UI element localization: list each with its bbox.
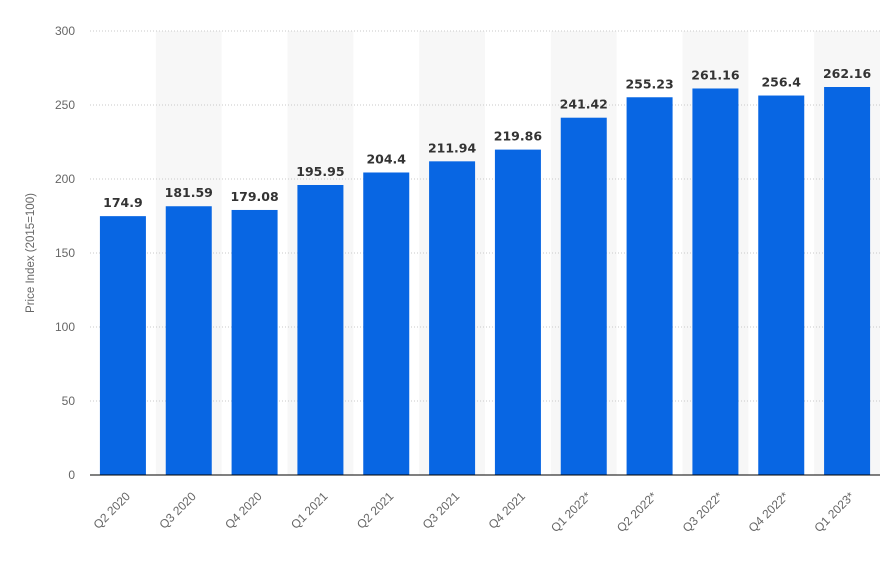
- bar: [692, 88, 739, 475]
- x-tick-label: Q1 2021: [288, 489, 331, 532]
- x-tick-label: Q1 2023*: [811, 489, 857, 535]
- x-tick-label: Q2 2021: [354, 489, 397, 532]
- y-axis-ticks: 0 50 100 150 200 250 300: [55, 24, 75, 482]
- y-tick-label: 50: [62, 394, 76, 408]
- y-tick-label: 300: [55, 24, 75, 38]
- bar: [429, 161, 476, 475]
- bar: [99, 216, 146, 475]
- y-tick-label: 0: [68, 468, 75, 482]
- x-tick-label: Q1 2022*: [548, 489, 594, 535]
- x-tick-label: Q2 2022*: [614, 489, 660, 535]
- x-tick-label: Q2 2020: [91, 489, 134, 532]
- data-label: 204.4: [366, 151, 406, 166]
- data-label: 255.23: [625, 76, 673, 91]
- y-tick-label: 250: [55, 98, 75, 112]
- y-tick-label: 150: [55, 246, 75, 260]
- data-label: 195.95: [296, 164, 344, 179]
- x-tick-label: Q4 2021: [486, 489, 529, 532]
- x-tick-label: Q3 2022*: [680, 489, 726, 535]
- y-axis-title: Price Index (2015=100): [25, 193, 37, 313]
- x-tick-label: Q3 2021: [420, 489, 463, 532]
- data-label: 181.59: [165, 185, 213, 200]
- bar: [297, 184, 344, 475]
- data-label: 179.08: [230, 189, 278, 204]
- bar: [560, 117, 607, 476]
- bar: [626, 97, 673, 476]
- bars: [99, 87, 871, 476]
- data-label: 256.4: [761, 75, 801, 90]
- x-tick-label: Q4 2022*: [746, 489, 792, 535]
- y-tick-label: 100: [55, 320, 75, 334]
- x-axis-labels: Q2 2020 Q3 2020 Q4 2020 Q1 2021 Q2 2021 Q3 20…: [91, 489, 858, 535]
- bar: [363, 172, 410, 475]
- data-label: 174.9: [103, 195, 143, 210]
- bar: [494, 149, 541, 476]
- bar: [824, 87, 871, 475]
- data-label: 211.94: [428, 140, 477, 155]
- data-label: 261.16: [691, 67, 740, 82]
- data-label: 241.42: [560, 97, 608, 112]
- y-tick-label: 200: [55, 172, 75, 186]
- x-tick-label: Q3 2020: [156, 489, 199, 532]
- data-label: 262.16: [823, 66, 872, 81]
- bar: [231, 209, 278, 475]
- bar: [758, 95, 805, 475]
- value-labels: 174.9 181.59 179.08 195.95 204.4 211.94 219.86…: [103, 66, 871, 210]
- bar: [165, 206, 212, 475]
- data-label: 219.86: [494, 129, 543, 144]
- x-tick-label: Q4 2020: [222, 489, 265, 532]
